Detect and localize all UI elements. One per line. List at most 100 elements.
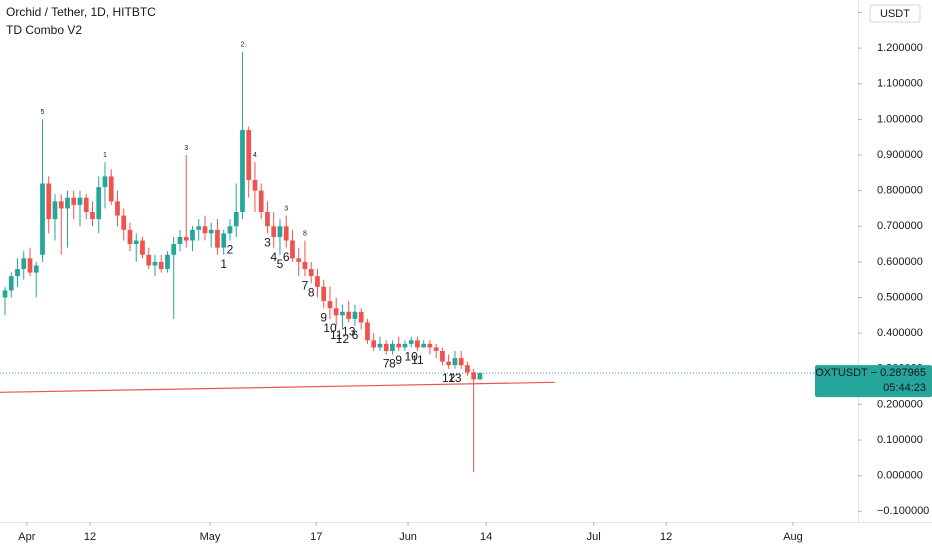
- candle-body: [308, 269, 314, 277]
- candle-body: [158, 261, 164, 270]
- trendline: [0, 381, 555, 393]
- td-label: 10: [405, 350, 419, 364]
- td-label: 11: [411, 353, 424, 367]
- y-tick-label: 1.000000: [877, 113, 923, 125]
- y-tick-label: 0.200000: [877, 398, 923, 410]
- candle-body: [196, 226, 202, 230]
- candle-body: [396, 343, 402, 348]
- candle-body: [433, 347, 439, 351]
- candle-body: [421, 343, 427, 348]
- candle-body: [40, 183, 45, 255]
- td-label: 8: [303, 230, 307, 237]
- candle-body: [140, 240, 145, 255]
- candle-body: [190, 229, 195, 241]
- candle-body: [202, 226, 208, 234]
- x-tick-label: 12: [84, 531, 96, 543]
- td-label: 13: [448, 371, 462, 385]
- candle-body: [2, 290, 8, 298]
- candle-body: [121, 215, 127, 230]
- candle-body: [115, 201, 120, 216]
- candle-body: [252, 179, 258, 191]
- td-label: 5: [41, 109, 45, 116]
- y-tick-label: 0.900000: [877, 149, 923, 161]
- td-label: 4: [253, 152, 257, 159]
- td-label: 12: [442, 371, 456, 385]
- candle-body: [152, 261, 158, 266]
- candle-body: [408, 340, 414, 344]
- chart-title: Orchid / Tether, 1D, HITBTC: [6, 5, 156, 19]
- candle-body: [365, 322, 370, 341]
- y-tick-label: 1.200000: [877, 42, 923, 54]
- x-tick-label: 14: [480, 531, 492, 543]
- candle-body: [377, 343, 383, 348]
- td-label: 7: [383, 357, 390, 371]
- candle-body: [458, 358, 464, 366]
- candle-body: [383, 343, 389, 351]
- candle-body: [133, 240, 139, 245]
- candle-body: [371, 340, 377, 348]
- td-label: 3: [184, 145, 188, 152]
- candle-body: [477, 373, 483, 380]
- candle-body: [183, 236, 189, 241]
- candle-body: [333, 308, 339, 316]
- candle-body: [390, 343, 395, 351]
- candle-body: [340, 311, 345, 316]
- candle-body: [83, 197, 89, 213]
- td-label: 5: [277, 257, 284, 271]
- candle-body: [452, 358, 458, 366]
- y-tick-label: 0.500000: [877, 291, 923, 303]
- candle-body: [15, 269, 20, 277]
- candle-body: [90, 212, 95, 220]
- candle-body: [352, 311, 358, 319]
- candle-body: [277, 226, 283, 237]
- y-tick-label: 0.600000: [877, 256, 923, 268]
- td-label: 8: [389, 357, 396, 371]
- y-tick-label: −0.100000: [877, 505, 929, 517]
- candle-body: [302, 261, 308, 270]
- candle-body: [127, 229, 133, 245]
- x-tick-label: Apr: [18, 531, 35, 543]
- td-label: 6: [352, 328, 359, 342]
- td-label: 4: [270, 250, 277, 264]
- candle-body: [271, 226, 277, 237]
- candle-body: [165, 254, 170, 270]
- td-label: 3: [284, 205, 288, 212]
- candle-body: [102, 176, 108, 188]
- x-tick-label: May: [200, 531, 221, 543]
- candle-body: [27, 258, 33, 273]
- candle-body: [258, 190, 264, 213]
- candle-body: [446, 361, 452, 366]
- td-label: 10: [323, 321, 337, 335]
- candle-body: [465, 365, 470, 373]
- candle-body: [290, 240, 295, 259]
- candle-body: [321, 286, 327, 302]
- candle-body: [327, 301, 333, 309]
- candle-body: [71, 197, 77, 205]
- last-price-label: OXTUSDT − 0.287965: [815, 367, 926, 379]
- candle-body: [233, 212, 239, 227]
- last-price-badge: [815, 365, 932, 398]
- candle-body: [52, 201, 58, 220]
- candle-body: [240, 130, 245, 213]
- td-label: 1: [103, 152, 107, 159]
- candle-body: [146, 254, 152, 266]
- candle-body: [208, 229, 214, 234]
- y-tick-label: 0.800000: [877, 185, 923, 197]
- currency: USDT: [880, 8, 910, 20]
- candle-body: [427, 343, 433, 348]
- x-tick-label: Jul: [587, 531, 601, 543]
- countdown: 05:44:23: [883, 382, 926, 394]
- candle-body: [96, 187, 102, 220]
- td-label: 2: [227, 243, 234, 257]
- td-label: 9: [320, 310, 327, 324]
- candle-body: [21, 258, 27, 270]
- candle-body: [227, 226, 233, 234]
- candle-body: [415, 340, 420, 348]
- x-tick-label: Jun: [399, 531, 417, 543]
- candle-body: [65, 197, 70, 209]
- candle-body: [283, 226, 289, 241]
- candle-body: [46, 183, 52, 220]
- x-tick-label: 12: [660, 531, 672, 543]
